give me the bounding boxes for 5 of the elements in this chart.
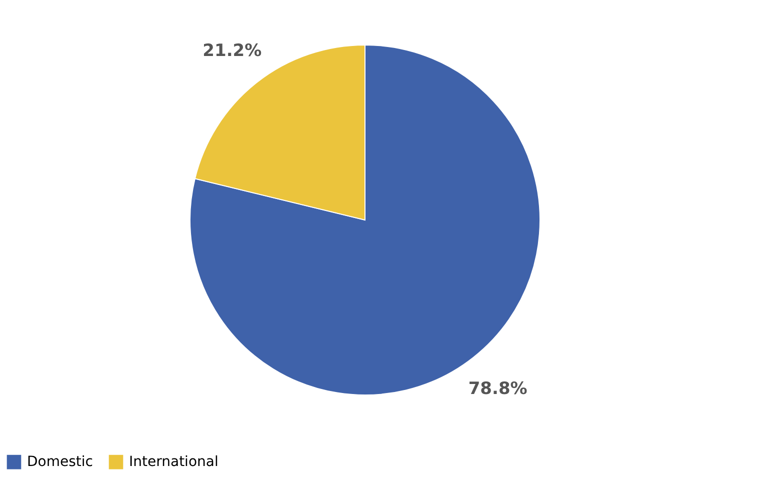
pie-slice: [190, 44, 540, 396]
data-label: 21.2%: [202, 40, 262, 61]
legend-label: International: [129, 454, 218, 470]
legend-label: Domestic: [27, 454, 93, 470]
data-label: 78.8%: [468, 379, 528, 400]
